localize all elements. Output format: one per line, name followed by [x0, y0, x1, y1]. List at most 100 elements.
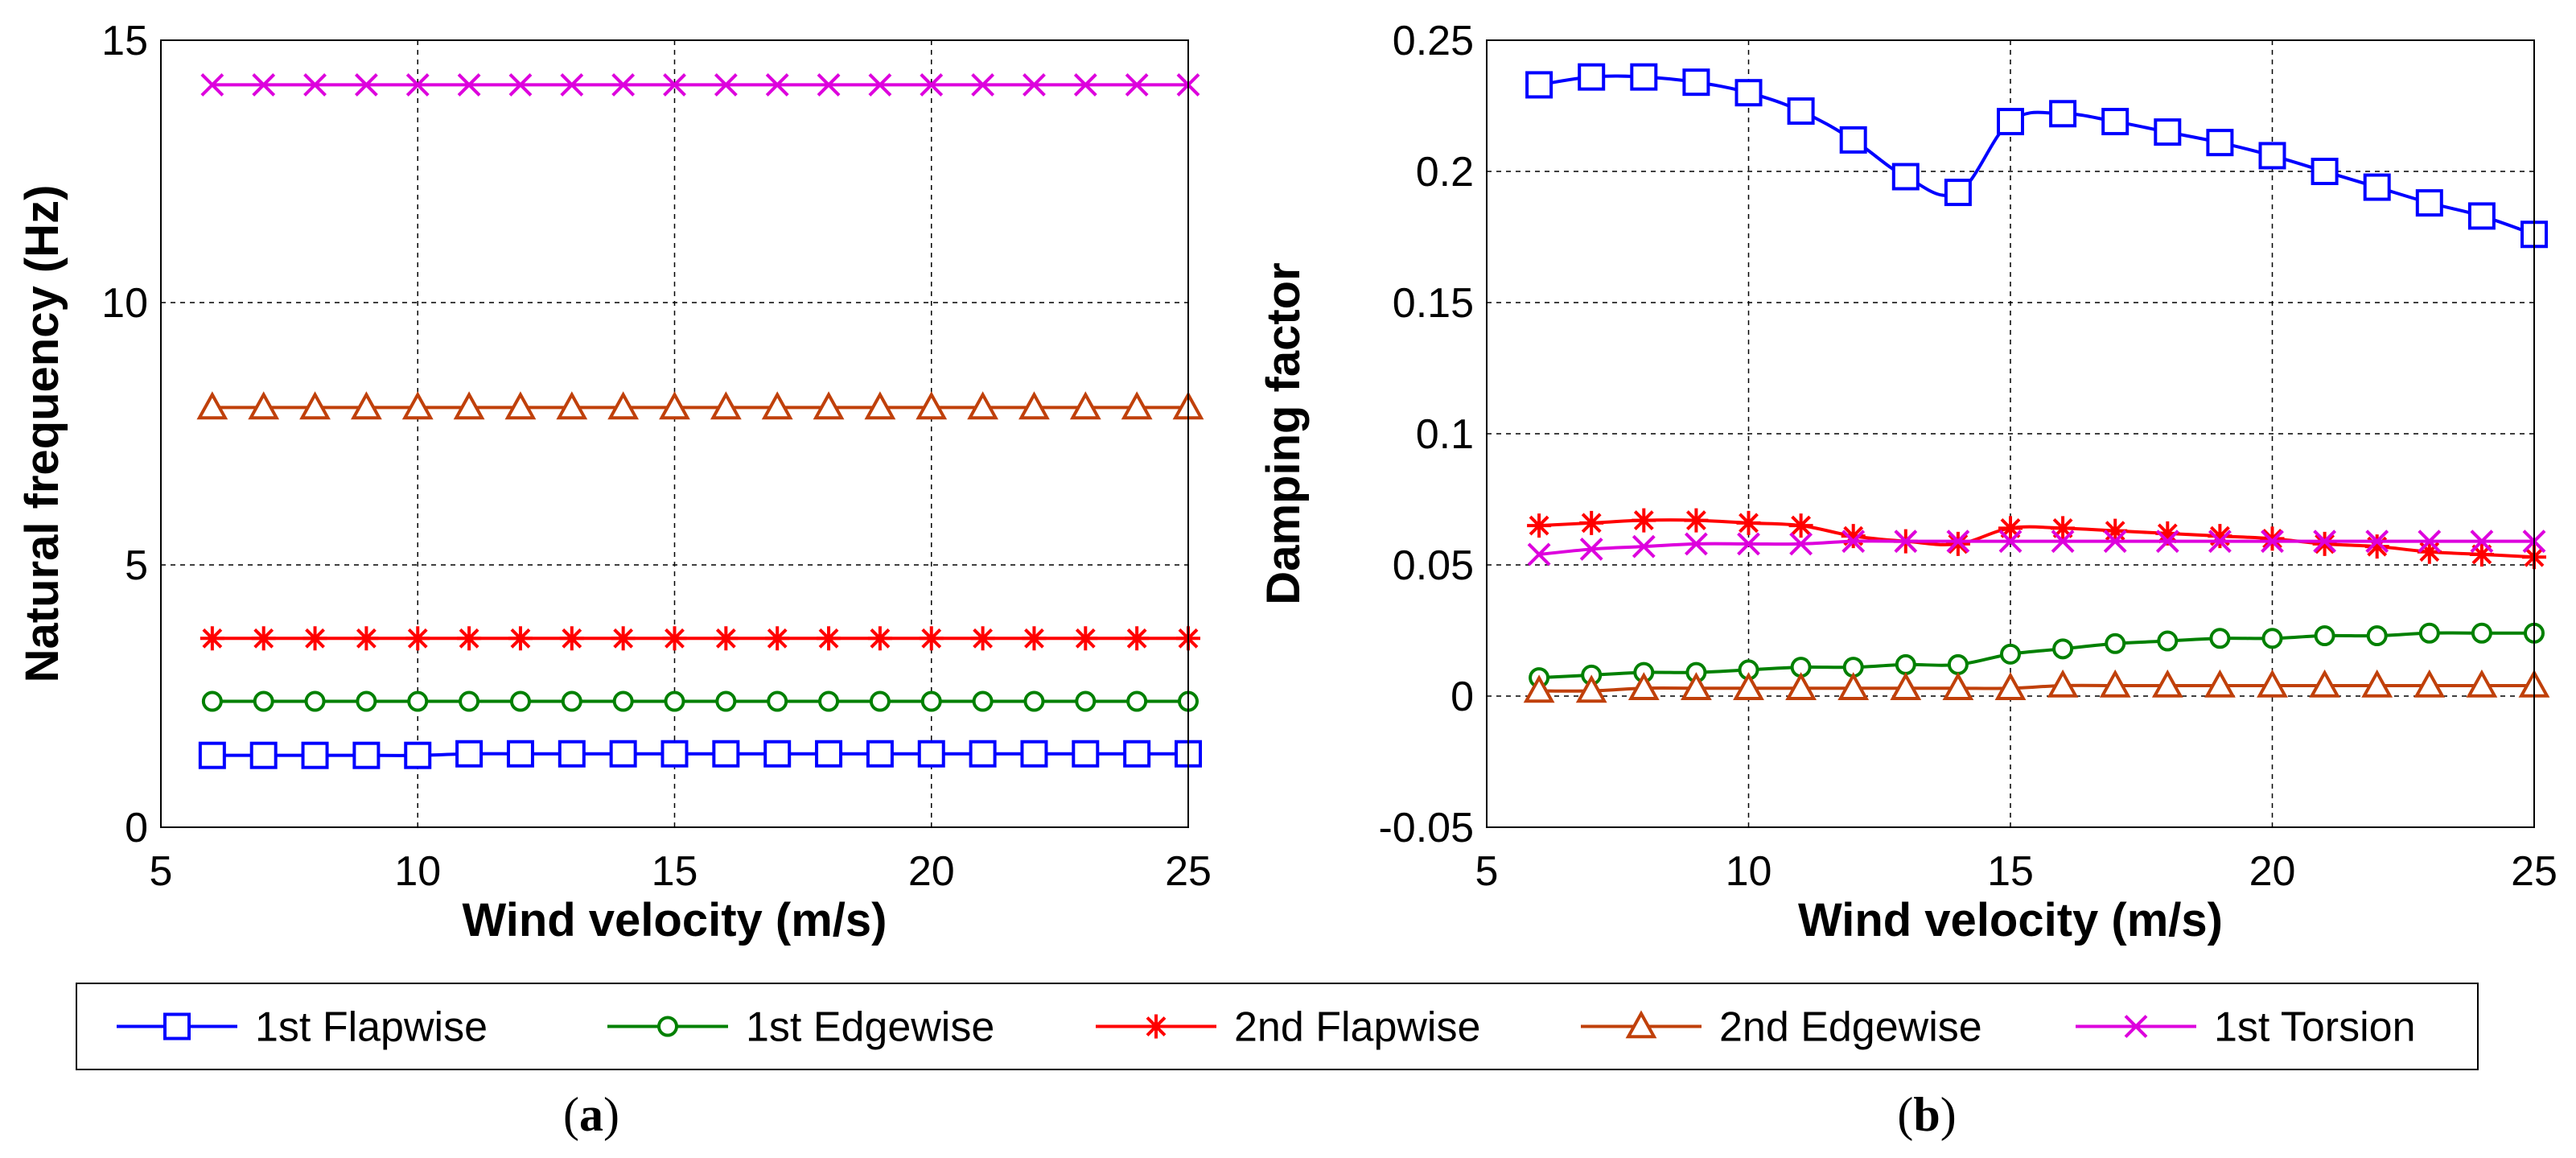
data-point [660, 740, 689, 768]
data-point [2467, 202, 2496, 230]
x-axis-title-a: Wind velocity (m/s) [462, 894, 887, 946]
data-point [710, 391, 742, 420]
data-point [1020, 740, 1048, 768]
data-point [1069, 391, 1101, 420]
y-tick-label: 0 [125, 805, 148, 851]
data-point [1733, 672, 1764, 701]
data-point [715, 690, 737, 712]
data-point [1997, 108, 2024, 136]
data-point [2103, 530, 2127, 554]
data-point [917, 740, 945, 768]
data-point [612, 690, 634, 712]
data-point [1023, 690, 1045, 712]
data-point [453, 391, 485, 420]
x-tick-label: 25 [2511, 848, 2557, 895]
series-2nd-flapwise [1527, 508, 2546, 570]
legend: 1st Flapwise 1st Edgewise 2nd Flapwise 2nd … [76, 983, 2479, 1070]
legend-entry-2nd-flapwise: 2nd Flapwise [1096, 1004, 1480, 1051]
data-point [1632, 508, 1656, 533]
data-point [920, 73, 944, 97]
data-point [248, 391, 280, 420]
data-point [1126, 690, 1148, 712]
data-point [504, 391, 537, 420]
data-point [1737, 532, 1760, 556]
plot-frame-a [160, 39, 1189, 828]
data-point [1942, 672, 1974, 701]
data-point [866, 740, 894, 768]
data-point [1837, 672, 1870, 701]
data-point [1998, 530, 2023, 554]
y-tick-label: 0.1 [1416, 411, 1474, 458]
data-point [556, 391, 588, 420]
data-point [198, 741, 226, 769]
x-tick-label: 15 [1987, 848, 2034, 895]
data-point [2415, 189, 2443, 217]
data-point [1841, 524, 1866, 549]
data-point [405, 73, 430, 97]
series-2nd-edgewise [1523, 669, 2550, 703]
data-point [2309, 669, 2340, 698]
y-axis-title-b: Damping factor [1257, 262, 1310, 604]
legend-label: 1st Edgewise [746, 1004, 994, 1051]
y-tick-label: -0.05 [1378, 805, 1474, 851]
data-point [1125, 73, 1149, 97]
data-point [2312, 531, 2337, 556]
data-point [404, 741, 432, 769]
data-point [659, 391, 690, 420]
x-tick-label: 15 [652, 848, 698, 895]
data-point [2261, 628, 2283, 649]
data-point [611, 73, 636, 97]
data-point [401, 391, 434, 420]
data-point [1579, 510, 1604, 535]
data-point [561, 690, 582, 712]
data-point [2366, 625, 2388, 647]
x-tick-label: 20 [2249, 848, 2296, 895]
data-point [1947, 653, 1969, 675]
series-2nd-flapwise [200, 626, 1200, 651]
legend-label: 1st Torsion [2214, 1004, 2416, 1051]
data-point [506, 740, 534, 768]
data-point [2105, 633, 2126, 654]
data-point [459, 690, 480, 712]
x-tick-label: 10 [394, 848, 441, 895]
data-point [2258, 142, 2286, 170]
data-point [1890, 672, 1922, 701]
y-tick-label: 0.25 [1393, 18, 1474, 64]
data-point [1684, 508, 1709, 533]
data-point [712, 740, 740, 768]
data-point [1684, 532, 1708, 556]
data-point [200, 73, 224, 97]
data-point [457, 626, 482, 651]
y-tick-label: 0.05 [1393, 542, 1474, 589]
data-point [356, 690, 377, 712]
data-point [1072, 740, 1100, 768]
legend-marker [2124, 1015, 2148, 1038]
data-point [2103, 518, 2128, 543]
data-point [455, 740, 484, 768]
data-point [558, 740, 586, 768]
data-point [767, 690, 788, 712]
data-point [609, 740, 637, 768]
data-point [354, 73, 378, 97]
data-point [1022, 626, 1047, 651]
data-point [1627, 672, 1660, 701]
data-point [2049, 100, 2077, 128]
chart-panel-b: 5 10 15 20 25 -0.05 0 0.05 0.1 0.15 0.2 0.25 Wind v… [1257, 18, 2557, 1141]
data-point [351, 391, 382, 420]
y-tick-label: 0.15 [1393, 280, 1474, 327]
y-axis-title-a: Natural frequency (Hz) [16, 185, 68, 683]
y-tick-label: 10 [101, 280, 148, 327]
data-point [761, 391, 793, 420]
data-point [1527, 542, 1551, 567]
data-point [301, 741, 329, 769]
data-point [916, 391, 948, 420]
data-point [920, 690, 942, 712]
data-point [1787, 97, 1815, 126]
data-point [813, 391, 845, 420]
data-point [2417, 539, 2442, 564]
data-point [2311, 158, 2339, 185]
data-point [2418, 530, 2442, 554]
plot-frame-b [1486, 39, 2535, 828]
data-point [2471, 622, 2492, 644]
